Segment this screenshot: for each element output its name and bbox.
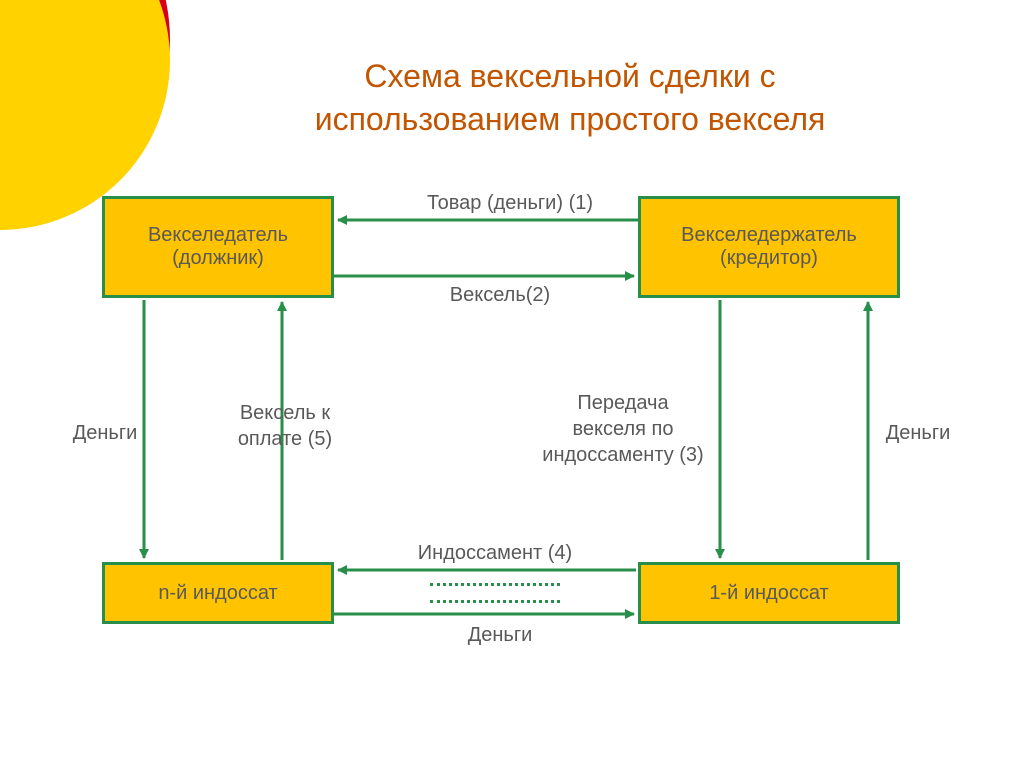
label-money-left: Деньги	[60, 420, 150, 446]
node-holder-line1: Векселедержатель	[681, 224, 857, 247]
title-line2: использованием простого векселя	[315, 101, 826, 137]
label-indorsament: Индоссамент (4)	[400, 540, 590, 566]
node-first-ind-line1: 1-й индоссат	[709, 582, 828, 605]
node-first-indorsat: 1-й индоссат	[638, 562, 900, 624]
node-n-indorsat: n-й индоссат	[102, 562, 334, 624]
node-issuer-line2: (должник)	[172, 247, 264, 270]
label-money-bottom: Деньги	[450, 622, 550, 648]
node-holder: Векселедержатель (кредитор)	[638, 196, 900, 298]
label-transfer: Передача векселя по индоссаменту (3)	[528, 390, 718, 468]
node-issuer-line1: Векселедатель	[148, 224, 288, 247]
node-holder-line2: (кредитор)	[720, 247, 818, 270]
label-money-right: Деньги	[878, 420, 958, 446]
title-line1: Схема вексельной сделки с	[364, 58, 775, 94]
label-bill-to-pay: Вексель к оплате (5)	[220, 400, 350, 452]
label-goods: Товар (деньги) (1)	[410, 190, 610, 216]
diagram-title: Схема вексельной сделки с использованием…	[220, 55, 920, 141]
node-n-ind-line1: n-й индоссат	[158, 582, 277, 605]
dotted-line-1	[430, 583, 560, 586]
label-bill: Вексель(2)	[430, 282, 570, 308]
node-issuer: Векселедатель (должник)	[102, 196, 334, 298]
dotted-line-2	[430, 600, 560, 603]
